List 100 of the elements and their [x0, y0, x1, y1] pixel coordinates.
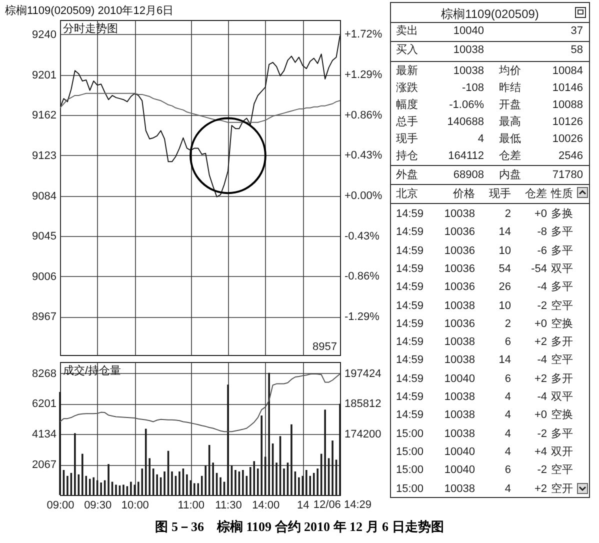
- text: -2: [537, 464, 547, 478]
- text: 双平: [551, 262, 573, 276]
- text: -8: [537, 226, 547, 240]
- text: -54: [531, 262, 547, 276]
- text: 68908: [453, 169, 484, 182]
- text: 最低: [499, 133, 521, 146]
- text: 仓差: [499, 150, 521, 163]
- text: 持仓: [396, 150, 418, 163]
- text: 14:59: [396, 300, 424, 312]
- text: 外盘: [396, 169, 418, 182]
- x-tick-label: 11:30: [215, 500, 242, 512]
- y2-tick-label: 174200: [344, 428, 382, 441]
- text: 14: [498, 226, 511, 240]
- line-series: [60, 92, 340, 123]
- text: 空换: [551, 409, 573, 422]
- text: 10036: [444, 262, 475, 276]
- text: 10040: [444, 446, 475, 459]
- text: 10146: [552, 82, 583, 95]
- text: 14:59: [396, 318, 424, 331]
- text: 买入: [396, 44, 418, 57]
- text: +2: [534, 482, 547, 496]
- text: 空平: [551, 464, 573, 478]
- text: 卖出: [396, 25, 418, 38]
- y2-tick-label: -0.43%: [344, 230, 380, 242]
- y-tick-label: 9084: [32, 190, 56, 202]
- text: 10036: [444, 244, 475, 258]
- text: 14:59: [396, 354, 424, 368]
- text: 10026: [552, 133, 583, 146]
- text: 10036: [444, 281, 475, 294]
- y-tick-label: 2067: [32, 459, 56, 472]
- text: 2: [504, 208, 511, 221]
- text: 14:59: [396, 262, 424, 276]
- text: 10088: [552, 99, 583, 112]
- text: 14:59: [396, 372, 424, 386]
- y-tick-label: 4134: [32, 428, 56, 441]
- text: 价格: [453, 188, 475, 201]
- text: 14: [498, 354, 511, 368]
- text: 14:59: [396, 226, 424, 240]
- text: -2: [537, 428, 547, 441]
- text: 最高: [499, 116, 521, 129]
- y2-tick-label: -1.29%: [344, 311, 380, 324]
- text: 10036: [444, 226, 475, 240]
- text: 10: [498, 244, 511, 258]
- x-tick-label: 09:00: [46, 500, 74, 512]
- text: 均价: [499, 65, 521, 78]
- x-tick-label: 09:30: [84, 500, 112, 512]
- text: 4: [504, 409, 511, 422]
- text: 10036: [444, 318, 475, 331]
- text: 10038: [444, 300, 475, 312]
- text: +2: [534, 372, 547, 386]
- y-tick-label: 9045: [32, 230, 56, 243]
- annotation: 8957: [312, 341, 337, 353]
- text: 仓差: [525, 188, 547, 201]
- text: 开盘: [499, 99, 521, 112]
- text: 昨结: [499, 82, 521, 95]
- x-tick-label: 11:00: [178, 500, 205, 512]
- text: 10084: [552, 65, 583, 78]
- text: -1.06%: [449, 99, 484, 112]
- text: 4: [504, 428, 511, 441]
- text: 北京: [396, 188, 418, 201]
- text: 10038: [444, 482, 475, 496]
- text: 幅度: [396, 99, 418, 112]
- text: 10040: [444, 464, 475, 478]
- text: 164112: [448, 150, 484, 163]
- text: 双平: [551, 391, 573, 404]
- text: 多开: [551, 372, 573, 386]
- text: 10038: [444, 354, 475, 368]
- text: 多平: [551, 244, 573, 258]
- text: 多开: [551, 336, 573, 350]
- text: 2546: [558, 150, 583, 163]
- text: 空平: [551, 300, 573, 312]
- text: 14:59: [396, 336, 424, 350]
- text: 4: [478, 133, 484, 146]
- text: 15:00: [396, 464, 424, 478]
- y-tick-label: 9201: [32, 69, 56, 82]
- text: 4: [504, 482, 511, 496]
- text: 54: [498, 262, 511, 276]
- text: 140688: [447, 116, 484, 129]
- text: 6: [504, 336, 511, 350]
- text: +0: [534, 409, 547, 422]
- y2-tick-label: +0.86%: [344, 109, 382, 122]
- text: 4: [504, 446, 511, 459]
- text: 10038: [444, 391, 475, 404]
- text: -4: [537, 354, 547, 368]
- text: 空换: [551, 318, 573, 331]
- text: 空平: [551, 354, 573, 368]
- text: 10: [498, 300, 511, 312]
- text: 37: [570, 25, 583, 38]
- y2-tick-label: -0.86%: [344, 270, 380, 283]
- text: -4: [537, 281, 547, 294]
- text: 多换: [551, 208, 573, 221]
- text: 71780: [552, 169, 583, 182]
- y-tick-label: 8967: [32, 311, 56, 324]
- text: 10038: [444, 208, 475, 221]
- text: 14:59: [396, 208, 424, 221]
- text: 多平: [551, 281, 573, 294]
- text: 性质: [551, 188, 573, 201]
- text: 10038: [453, 44, 484, 57]
- text: -2: [537, 300, 547, 312]
- x-tick-label: 14: [297, 500, 310, 512]
